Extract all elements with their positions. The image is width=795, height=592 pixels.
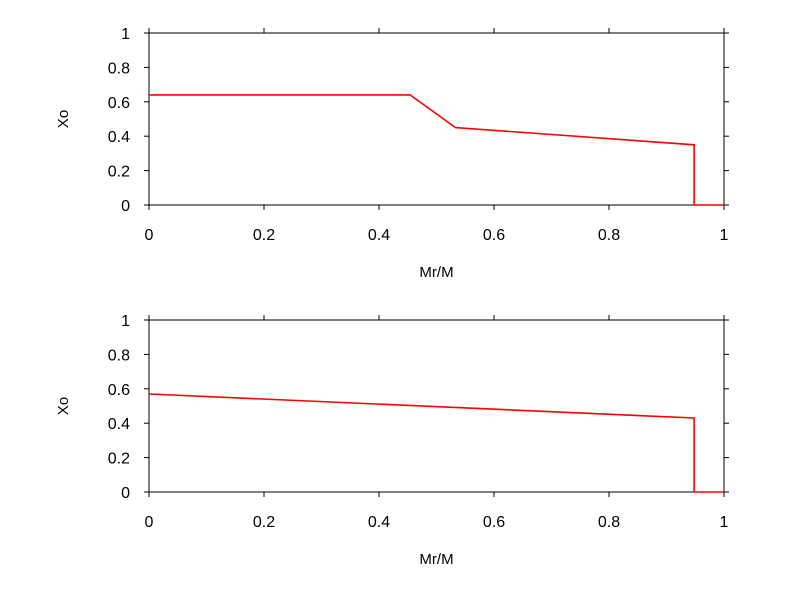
- series-line: [148, 393, 724, 493]
- x-tick-label: 0.8: [598, 514, 620, 531]
- chart-bottom: 0 0.2 0.4 0.6 0.8 1 0 0.2 0.4 0.6 0.8 1 Mr/M Xo: [55, 313, 729, 568]
- x-tick-label: 0.2: [253, 227, 275, 244]
- x-tick-label: 1: [720, 227, 729, 244]
- y-tick-label: 0: [121, 198, 130, 215]
- x-tick-label: 0.4: [368, 227, 390, 244]
- x-tick-label: 1: [720, 514, 729, 531]
- y-tick-label: 0.6: [108, 382, 130, 399]
- x-tick-label: 0.2: [253, 514, 275, 531]
- x-tick-label: 0.6: [483, 227, 505, 244]
- y-tick-label: 0.4: [108, 129, 130, 146]
- x-axis-label: Mr/M: [419, 551, 453, 568]
- y-tick-label: 0.2: [108, 451, 130, 468]
- chart-top: 0 0.2 0.4 0.6 0.8 1 0 0.2 0.4 0.6 0.8 1 Mr/M Xo: [55, 26, 729, 281]
- y-tick-label: 1: [121, 313, 130, 330]
- y-tick-label: 0.6: [108, 95, 130, 112]
- y-tick-label: 0.8: [108, 347, 130, 364]
- y-tick-label: 0.2: [108, 164, 130, 181]
- y-axis-label: Xo: [55, 397, 72, 415]
- plot-frame: [148, 32, 725, 206]
- y-tick-label: 0.4: [108, 416, 130, 433]
- series-line: [149, 94, 724, 206]
- x-tick-label: 0.8: [598, 227, 620, 244]
- x-tick-label: 0.4: [368, 514, 390, 531]
- x-tick-label: 0.6: [483, 514, 505, 531]
- plot-frame: [148, 319, 725, 493]
- y-tick-label: 1: [121, 26, 130, 43]
- x-axis-label: Mr/M: [419, 264, 453, 281]
- x-tick-label: 0: [145, 227, 154, 244]
- y-axis-label: Xo: [55, 110, 72, 128]
- x-tick-label: 0: [145, 514, 154, 531]
- y-tick-label: 0: [121, 485, 130, 502]
- y-tick-label: 0.8: [108, 60, 130, 77]
